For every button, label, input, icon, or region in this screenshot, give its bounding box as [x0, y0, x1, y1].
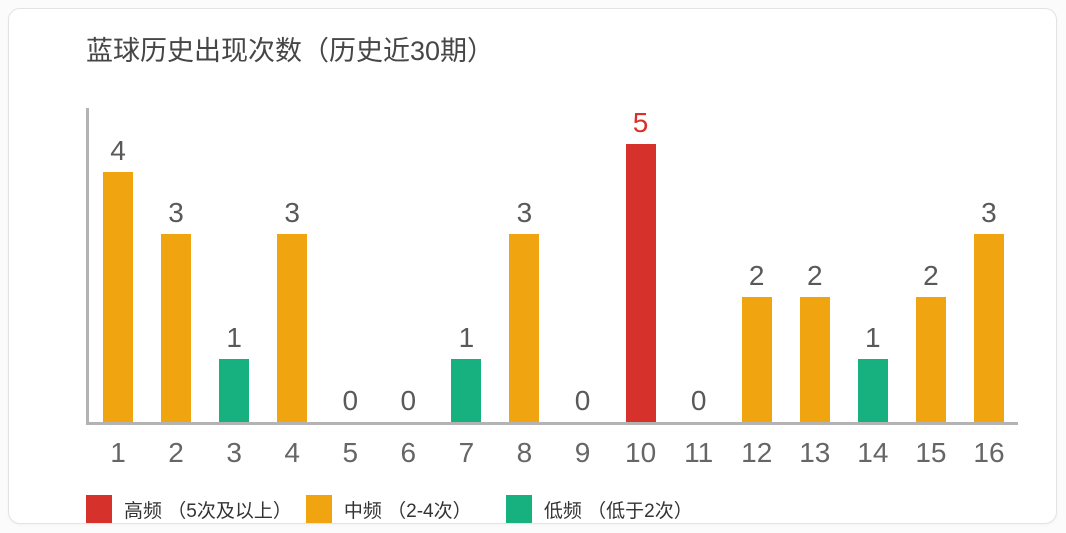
- bar-column: 3: [960, 109, 1018, 422]
- x-tick-label: 10: [625, 437, 657, 468]
- chart-title: 蓝球历史出现次数（历史近30期）: [86, 36, 495, 66]
- bar[interactable]: [915, 296, 946, 422]
- bar-column: 5: [612, 109, 670, 422]
- x-tick-label: 13: [799, 437, 831, 468]
- legend-swatch-high: [86, 495, 112, 523]
- bar-value-label: 3: [516, 197, 533, 229]
- bar[interactable]: [625, 144, 656, 422]
- bar[interactable]: [161, 234, 192, 422]
- x-tick-label: 9: [574, 437, 591, 468]
- bar-value-label: 4: [110, 134, 126, 166]
- legend-label-high: 高频 （5次及以上）: [124, 500, 292, 522]
- bar-value-label: 0: [342, 385, 359, 416]
- bar[interactable]: [857, 359, 888, 422]
- x-tick-label: 15: [915, 437, 947, 468]
- x-tick-label: 4: [284, 437, 300, 468]
- legend-label-low: 低频 （低于2次）: [543, 500, 693, 522]
- bar[interactable]: [219, 359, 250, 422]
- x-tick-label: 5: [342, 437, 359, 468]
- bar-column: 3: [263, 109, 321, 422]
- bar-value-label: 0: [400, 385, 417, 416]
- bar-value-label: 3: [284, 197, 300, 229]
- bar-column: 3: [147, 109, 205, 422]
- bar[interactable]: [451, 359, 482, 422]
- x-tick-label: 1: [110, 437, 126, 468]
- bar[interactable]: [277, 234, 308, 422]
- x-tick-label: 6: [400, 437, 417, 468]
- plot-area: 4 3 1 3 0 0 1 3 0 5 0 2 2 1 2 3: [86, 108, 1018, 425]
- bar-value-label: 1: [458, 322, 475, 354]
- x-tick-label: 8: [516, 437, 533, 468]
- bars-row: 4 3 1 3 0 0 1 3 0 5 0 2 2 1 2 3: [89, 109, 1018, 422]
- bar-value-label: 0: [690, 385, 707, 416]
- legend-label-mid: 中频 （2-4次）: [343, 500, 472, 522]
- bar[interactable]: [509, 234, 540, 422]
- bar-value-label: 1: [226, 322, 242, 354]
- bar-value-label: 2: [748, 259, 765, 291]
- bar-column: 1: [437, 109, 495, 422]
- bar[interactable]: [741, 296, 772, 422]
- bar[interactable]: [973, 234, 1004, 422]
- x-tick-label: 7: [458, 437, 475, 468]
- bar-value-label: 3: [168, 197, 184, 229]
- bar-value-label: 3: [981, 197, 997, 229]
- bar-value-label: 5: [632, 107, 649, 138]
- bar[interactable]: [799, 296, 830, 422]
- bar-column: 1: [205, 109, 263, 422]
- bar-column: 4: [89, 109, 147, 422]
- legend-item-low[interactable]: 低频 （低于2次）: [505, 495, 707, 523]
- bar-column: 1: [844, 109, 902, 422]
- bar-column: 0: [554, 109, 612, 422]
- x-tick-label: 14: [857, 437, 889, 468]
- bar-column: 0: [670, 109, 728, 422]
- y-axis-line: [86, 108, 89, 425]
- bar-value-label: 0: [574, 385, 591, 416]
- legend-item-high[interactable]: 高频 （5次及以上）: [86, 495, 306, 523]
- bar[interactable]: [103, 171, 134, 422]
- bar-column: 2: [902, 109, 960, 422]
- x-tick-label: 16: [973, 437, 1005, 468]
- chart-legend: 高频 （5次及以上） 中频 （2-4次） 低频 （低于2次）: [86, 495, 707, 523]
- bar-column: 0: [379, 109, 437, 422]
- bar-column: 3: [495, 109, 553, 422]
- legend-item-mid[interactable]: 中频 （2-4次）: [305, 495, 506, 523]
- legend-swatch-mid: [305, 495, 332, 523]
- bar-value-label: 2: [806, 259, 823, 291]
- x-tick-label: 11: [684, 437, 714, 468]
- x-tick-label: 3: [226, 437, 242, 468]
- x-tick-label: 2: [168, 437, 184, 468]
- legend-swatch-low: [505, 495, 532, 523]
- x-labels-row: 1 2 3 4 5 6 7 8 9 10 11 12 13 14 15 16: [89, 425, 1018, 469]
- bar-column: 2: [728, 109, 786, 422]
- bar-value-label: 1: [865, 322, 881, 354]
- bar-column: 0: [321, 109, 379, 422]
- bar-column: 2: [786, 109, 844, 422]
- x-axis-line: [86, 422, 1018, 425]
- bar-value-label: 2: [923, 259, 939, 291]
- x-tick-label: 12: [741, 437, 773, 468]
